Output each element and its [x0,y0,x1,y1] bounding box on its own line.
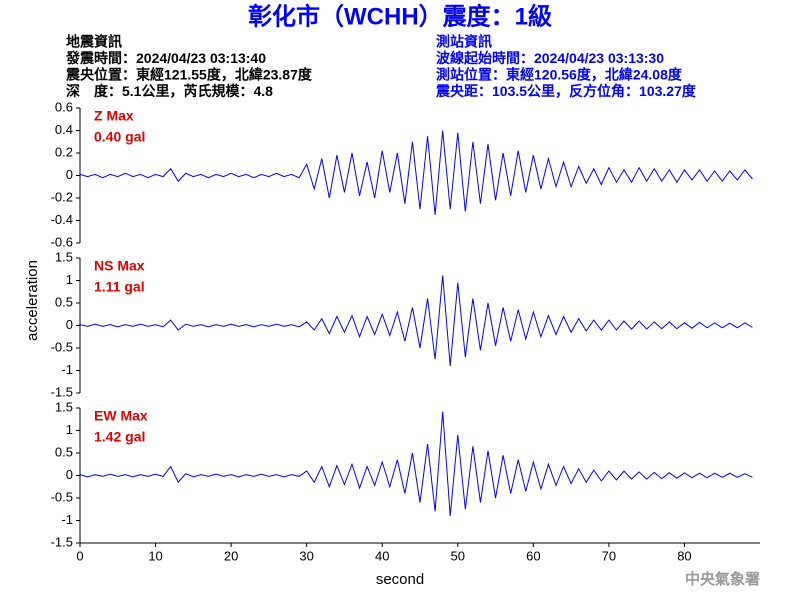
y-tick-label: 0.5 [55,444,73,459]
component-label: EW Max [94,408,148,424]
y-tick-label: 0 [66,467,73,482]
component-label: NS Max [94,258,145,274]
waveform [79,130,753,215]
y-tick-label: 1.5 [55,399,73,414]
x-tick-label: 30 [299,548,313,563]
max-label: 1.11 gal [94,279,145,295]
y-tick-label: -1 [61,362,73,377]
info-right: 波線起始時間：2024/04/23 03:13:30 [436,50,664,66]
max-label: 1.42 gal [94,429,145,445]
footer: 中央氣象署 [685,570,760,588]
y-tick-label: 0.2 [55,144,73,159]
waveform [79,275,753,367]
y-tick-label: 1 [66,272,73,287]
info-right: 震央距：103.5公里，反方位角：103.27度 [435,83,697,99]
info-left: 震央位置：東經121.55度，北緯23.87度 [65,67,313,83]
info-left: 地震資訊 [66,34,122,50]
info-right: 測站資訊 [436,34,492,50]
y-tick-label: -1 [61,512,73,527]
y-tick-label: -0.5 [51,489,73,504]
waveform [79,411,753,517]
x-axis-label: second [376,571,424,588]
y-tick-label: 0.5 [55,294,73,309]
y-tick-label: 0.4 [55,122,73,137]
y-tick-label: 0.6 [55,99,73,114]
y-tick-label: -0.6 [51,234,73,249]
x-tick-label: 60 [526,548,540,563]
y-axis-label: acceleration [24,260,41,341]
y-tick-label: -0.4 [51,212,73,227]
x-tick-label: 0 [76,548,83,563]
x-tick-label: 70 [602,548,616,563]
info-left: 深 度：5.1公里，芮氏規模：4.8 [66,83,273,99]
y-tick-label: 0 [66,317,73,332]
info-right: 測站位置：東經120.56度，北緯24.08度 [436,67,683,83]
info-left: 發震時間：2024/04/23 03:13:40 [65,50,266,66]
x-tick-label: 40 [375,548,389,563]
y-tick-label: 0 [66,167,73,182]
x-tick-label: 20 [224,548,238,563]
x-tick-label: 10 [148,548,162,563]
x-tick-label: 50 [451,548,465,563]
y-tick-label: 1 [66,422,73,437]
x-tick-label: 80 [677,548,691,563]
y-tick-label: -0.5 [51,339,73,354]
y-tick-label: 1.5 [55,249,73,264]
title: 彰化市（WCHH）震度：1級 [248,2,552,30]
y-tick-label: -0.2 [51,189,73,204]
component-label: Z Max [94,108,134,124]
y-tick-label: -1.5 [51,384,73,399]
y-tick-label: -1.5 [51,534,73,549]
max-label: 0.40 gal [94,129,145,145]
